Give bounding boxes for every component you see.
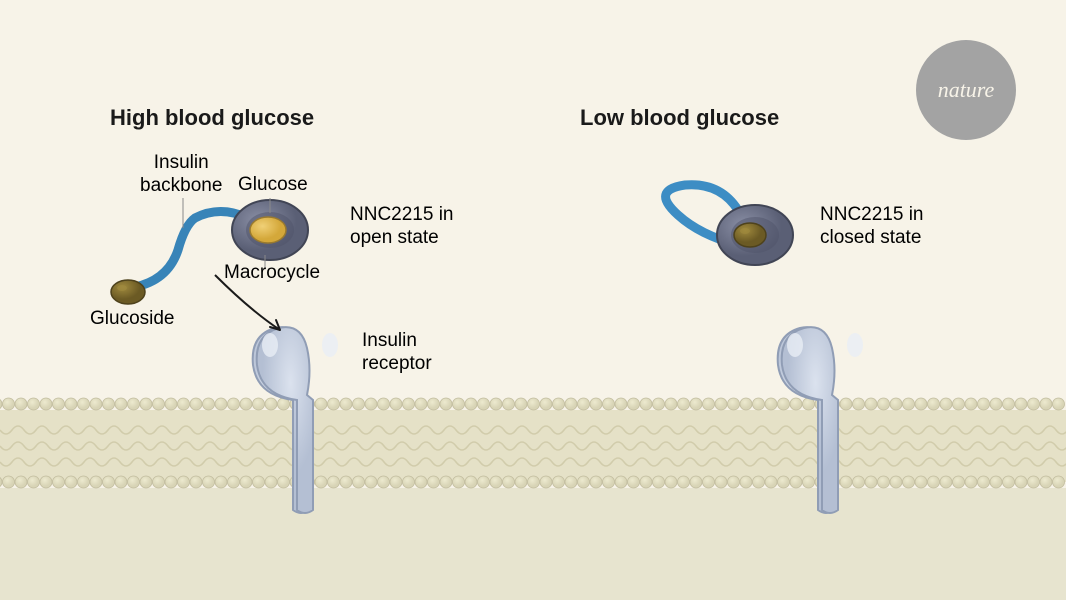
membrane-top-heads [0,398,1065,410]
bg-bottom [0,488,1066,600]
membrane-bottom-heads [0,476,1065,488]
label-open-state: NNC2215 inopen state [350,204,454,250]
label-macrocycle: Macrocycle [224,262,320,285]
nature-badge-text: nature [938,77,995,103]
diagram-canvas: nature High blood glucose Low blood gluc… [0,0,1066,600]
label-glucose: Glucose [238,174,308,197]
heading-right: Low blood glucose [580,105,779,131]
label-insulin-receptor: Insulinreceptor [362,330,432,376]
label-glucoside: Glucoside [90,308,175,331]
nature-badge: nature [916,40,1016,140]
label-closed-state: NNC2215 inclosed state [820,204,924,250]
label-insulin-backbone: Insulinbackbone [140,152,222,198]
heading-left: High blood glucose [110,105,314,131]
membrane [0,398,1066,488]
scene-svg [0,0,1066,600]
